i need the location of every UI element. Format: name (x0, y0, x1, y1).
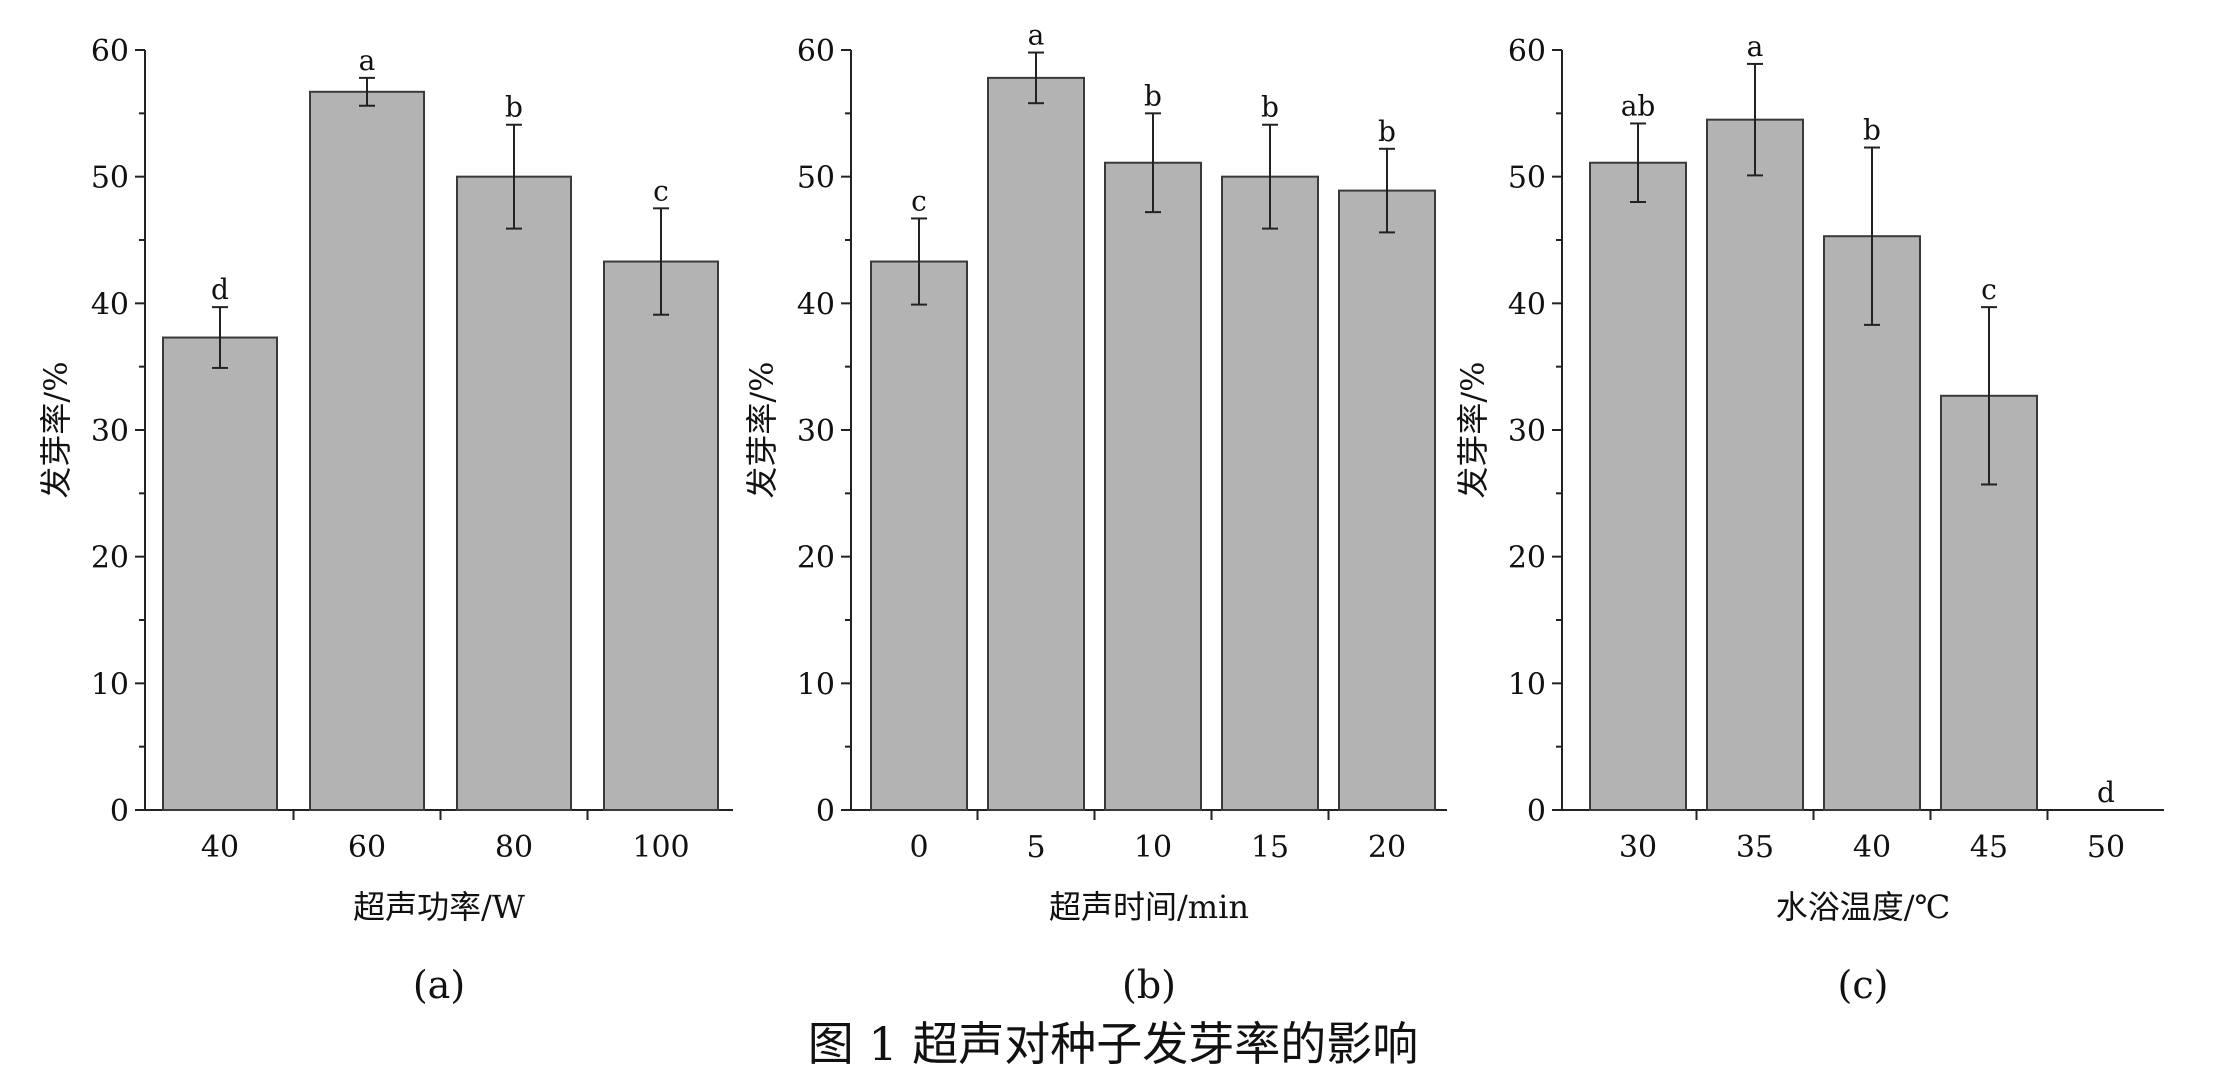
x-axis-title: 超声功率/W (353, 888, 525, 926)
significance-label: d (211, 273, 229, 306)
significance-label: a (1747, 30, 1764, 63)
y-tick-label: 30 (797, 414, 835, 449)
y-axis-title: 发芽率/% (743, 361, 781, 498)
y-axis-title: 发芽率/% (1454, 361, 1492, 498)
x-tick-label: 20 (1368, 830, 1406, 865)
y-tick-label: 60 (1508, 34, 1546, 69)
significance-label: d (2097, 776, 2115, 809)
y-tick-label: 0 (1527, 794, 1546, 829)
x-tick-label: 40 (201, 830, 239, 865)
significance-label: c (911, 184, 927, 217)
panel-label: (a) (413, 963, 465, 1007)
bar (603, 260, 719, 811)
y-tick-label: 0 (816, 794, 835, 829)
bar (1104, 161, 1202, 811)
y-tick-label: 10 (1508, 667, 1546, 702)
significance-label: a (1028, 19, 1045, 52)
significance-label: c (653, 174, 669, 207)
x-tick-label: 40 (1853, 830, 1891, 865)
y-tick-label: 20 (91, 541, 129, 576)
y-tick-label: 60 (91, 34, 129, 69)
y-tick-label: 40 (91, 287, 129, 322)
bar (456, 175, 572, 811)
x-tick-label: 45 (1970, 830, 2008, 865)
y-tick-label: 60 (797, 34, 835, 69)
x-tick-label: 10 (1134, 830, 1172, 865)
figure-caption: 图 1 超声对种子发芽率的影响 (808, 1017, 1419, 1071)
panel-c: 0 10 20 30 40 50 60 ab 30 a 35 b 40 c 45 d 50 水浴温度/℃ 发芽率/%… (1454, 30, 2164, 1007)
bar (1823, 235, 1921, 811)
y-tick-label: 50 (91, 161, 129, 196)
x-tick-label: 0 (909, 830, 928, 865)
significance-label: a (359, 44, 376, 77)
bar (309, 90, 425, 812)
y-tick-label: 40 (797, 287, 835, 322)
significance-label: b (1144, 79, 1162, 112)
bar (1221, 175, 1319, 811)
panel-label: (c) (1838, 963, 1889, 1007)
bar (987, 76, 1085, 812)
significance-label: c (1981, 273, 1997, 306)
bar (1706, 118, 1804, 811)
y-tick-label: 30 (1508, 414, 1546, 449)
bar (870, 260, 968, 811)
significance-label: b (1863, 114, 1881, 147)
significance-label: ab (1621, 89, 1656, 122)
x-axis-title: 超声时间/min (1049, 888, 1249, 926)
panel-b: 0 10 20 30 40 50 60 c 0 a 5 b 10 b 15 b 20 超声时间/min 发芽率/% (… (743, 19, 1447, 1007)
x-tick-label: 15 (1251, 830, 1289, 865)
x-tick-label: 5 (1026, 830, 1045, 865)
panel-label: (b) (1122, 963, 1176, 1007)
y-tick-label: 20 (1508, 541, 1546, 576)
bar (162, 336, 278, 811)
y-tick-label: 10 (91, 667, 129, 702)
significance-label: b (1378, 115, 1396, 148)
panel-a: 0 10 20 30 40 50 60 d 40 a 60 b 80 c 100 超声功率/W 发芽率/% (a) (37, 34, 733, 1007)
y-tick-label: 50 (797, 161, 835, 196)
y-tick-label: 40 (1508, 287, 1546, 322)
x-axis-title: 水浴温度/℃ (1776, 888, 1951, 926)
bar (1589, 161, 1687, 811)
significance-label: b (505, 91, 523, 124)
x-tick-label: 60 (348, 830, 386, 865)
x-tick-label: 80 (495, 830, 533, 865)
y-tick-label: 20 (797, 541, 835, 576)
x-tick-label: 100 (632, 830, 689, 865)
y-axis-title: 发芽率/% (37, 361, 75, 498)
significance-label: b (1261, 91, 1279, 124)
y-tick-label: 50 (1508, 161, 1546, 196)
y-tick-label: 10 (797, 667, 835, 702)
y-tick-label: 0 (110, 794, 129, 829)
x-tick-label: 30 (1619, 830, 1657, 865)
x-tick-label: 50 (2087, 830, 2125, 865)
x-tick-label: 35 (1736, 830, 1774, 865)
y-tick-label: 30 (91, 414, 129, 449)
bar (1338, 189, 1436, 812)
